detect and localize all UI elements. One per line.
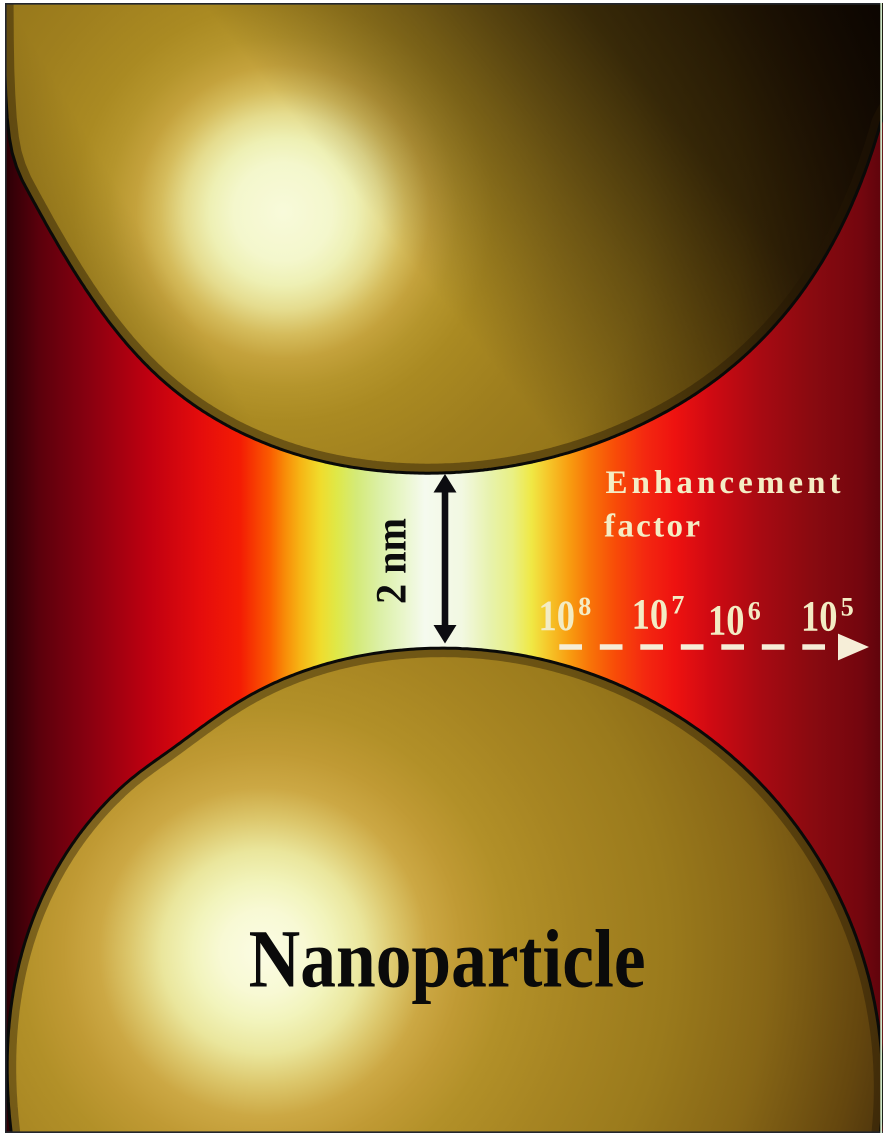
svg-text:7: 7 [671, 591, 684, 620]
svg-text:10: 10 [539, 593, 576, 640]
svg-text:6: 6 [748, 597, 761, 626]
svg-text:5: 5 [841, 593, 854, 622]
svg-text:Enhancement: Enhancement [606, 465, 841, 501]
svg-text:Nanoparticle: Nanoparticle [249, 913, 646, 1005]
svg-text:10: 10 [632, 592, 669, 639]
svg-text:10: 10 [801, 594, 838, 641]
svg-text:2 nm: 2 nm [369, 518, 416, 604]
svg-text:8: 8 [578, 592, 591, 621]
svg-text:10: 10 [708, 598, 745, 645]
